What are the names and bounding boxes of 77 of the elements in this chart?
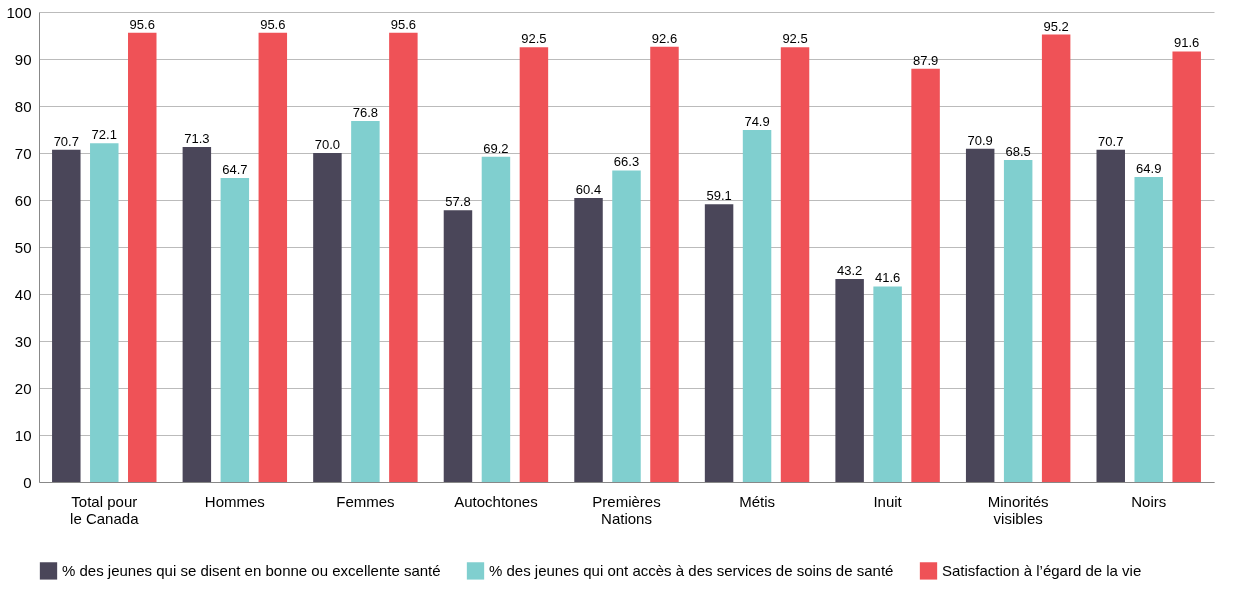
bar	[128, 32, 157, 482]
bar	[835, 278, 864, 482]
x-tick-label: Femmes	[336, 492, 395, 510]
data-label: 92.6	[651, 30, 678, 46]
y-tick-label: 20	[14, 379, 32, 397]
y-tick-label: 90	[14, 50, 32, 68]
bar	[258, 32, 288, 482]
data-label: 92.5	[521, 31, 547, 47]
bar	[780, 47, 810, 482]
data-label: 70.7	[1098, 133, 1124, 149]
data-label: 95.6	[260, 16, 286, 32]
legend-label: % des jeunes qui se disent en bonne ou excellente santé	[62, 561, 441, 579]
data-label: 43.2	[836, 262, 863, 278]
bar	[704, 204, 734, 482]
x-tick-label: Premières Nations	[592, 492, 661, 527]
data-label: 72.1	[91, 127, 117, 143]
bar	[1041, 34, 1071, 482]
bar	[481, 156, 511, 482]
legend-label: % des jeunes qui ont accès à des services de soins de santé	[489, 561, 894, 579]
x-tick-label: Inuit	[873, 492, 903, 510]
bar	[220, 177, 250, 482]
bar	[574, 198, 603, 482]
bar	[389, 32, 418, 482]
data-label: 59.1	[706, 188, 732, 204]
data-label: 71.3	[184, 130, 210, 146]
data-label: 41.6	[874, 270, 901, 286]
x-tick-label: Hommes	[204, 492, 265, 510]
data-label: 69.2	[483, 140, 509, 156]
data-label: 92.5	[782, 31, 808, 47]
data-label: 57.8	[445, 194, 471, 210]
y-tick-label: 60	[14, 191, 32, 209]
bar	[612, 170, 641, 482]
y-tick-label: 100	[6, 3, 32, 21]
data-label: 60.4	[575, 182, 602, 198]
x-tick-label: Métis	[739, 492, 775, 510]
x-tick-label: Minorités visibles	[987, 492, 1049, 527]
y-tick-label: 0	[23, 473, 32, 491]
data-label: 74.9	[744, 113, 770, 129]
bar	[1003, 160, 1033, 482]
bar	[1096, 149, 1125, 482]
data-label: 66.3	[613, 154, 640, 170]
bar	[742, 129, 772, 482]
data-label: 70.9	[967, 132, 993, 148]
y-tick-label: 10	[14, 426, 32, 444]
bar	[965, 148, 995, 482]
data-label: 91.6	[1174, 35, 1200, 51]
data-label: 70.0	[314, 137, 341, 152]
bar	[443, 210, 473, 482]
bar	[911, 68, 940, 482]
y-tick-label: 30	[14, 332, 32, 350]
data-label: 95.2	[1043, 18, 1069, 34]
data-label: 64.7	[222, 161, 248, 177]
bar	[52, 149, 81, 482]
data-label: 76.8	[352, 105, 379, 121]
bar	[313, 153, 342, 482]
x-tick-label: Total pour le Canada	[70, 492, 140, 527]
y-tick-label: 80	[14, 97, 32, 115]
y-tick-label: 40	[14, 285, 32, 303]
data-label: 70.7	[53, 133, 79, 149]
x-tick-label: Noirs	[1131, 492, 1167, 510]
bar	[519, 47, 549, 482]
bar	[650, 46, 679, 482]
y-tick-label: 50	[14, 238, 32, 256]
bar	[873, 286, 902, 482]
bar	[1172, 51, 1201, 482]
bar	[351, 121, 380, 482]
x-tick-label: Autochtones	[454, 492, 538, 510]
data-label: 68.5	[1005, 144, 1031, 160]
y-tick-label: 70	[14, 144, 32, 162]
data-label: 95.6	[129, 16, 155, 32]
data-label: 64.9	[1136, 160, 1162, 176]
bar	[1134, 176, 1163, 482]
legend-label: Satisfaction à l’égard de la vie	[942, 561, 1142, 579]
data-label: 95.6	[390, 16, 417, 32]
bar	[90, 143, 119, 482]
bar	[182, 146, 212, 482]
data-label: 87.9	[912, 52, 939, 68]
